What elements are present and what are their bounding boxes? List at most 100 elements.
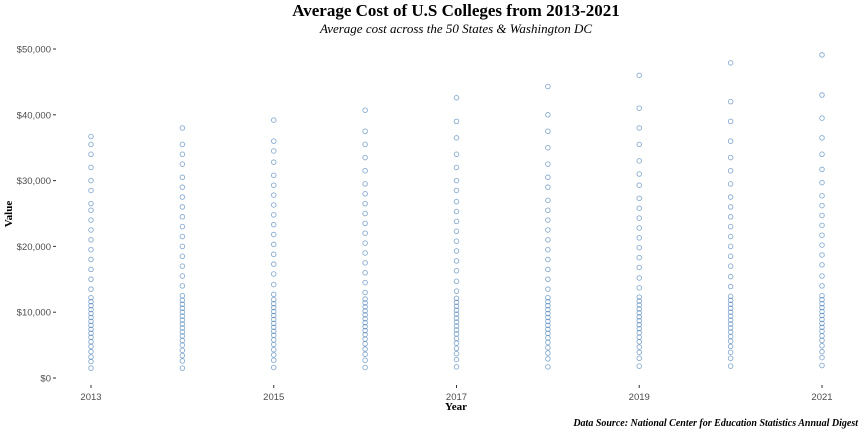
data-point bbox=[271, 138, 277, 144]
data-point bbox=[453, 135, 460, 141]
data-point bbox=[453, 278, 460, 285]
data-point bbox=[819, 308, 825, 315]
data-point bbox=[545, 335, 551, 341]
data-point bbox=[819, 115, 825, 121]
data-point bbox=[545, 237, 551, 243]
data-point bbox=[727, 154, 734, 161]
data-point bbox=[727, 363, 734, 369]
data-point bbox=[179, 309, 186, 315]
data-point bbox=[179, 125, 186, 131]
data-point bbox=[545, 294, 551, 301]
data-point bbox=[362, 316, 368, 322]
data-point bbox=[88, 266, 94, 273]
data-point bbox=[88, 298, 94, 305]
data-point bbox=[453, 187, 460, 194]
data-point bbox=[453, 335, 460, 342]
data-point bbox=[271, 364, 277, 371]
data-point bbox=[545, 314, 551, 321]
data-point bbox=[179, 141, 186, 148]
data-point bbox=[819, 212, 825, 219]
data-point bbox=[453, 177, 460, 184]
data-point bbox=[362, 128, 368, 134]
data-point bbox=[453, 307, 460, 313]
data-point bbox=[88, 330, 94, 337]
data-point bbox=[362, 323, 368, 330]
data-point bbox=[819, 52, 825, 58]
data-point bbox=[819, 337, 825, 344]
data-point bbox=[453, 288, 460, 294]
data-point bbox=[179, 283, 186, 289]
data-point bbox=[727, 167, 734, 174]
data-point bbox=[271, 300, 277, 307]
data-point bbox=[179, 325, 186, 331]
data-point bbox=[88, 164, 94, 171]
data-point bbox=[819, 151, 825, 158]
data-point bbox=[453, 248, 460, 254]
data-point bbox=[179, 233, 186, 240]
data-point bbox=[636, 325, 643, 332]
data-point bbox=[819, 328, 825, 335]
data-point bbox=[271, 271, 277, 277]
data-point bbox=[179, 204, 186, 210]
data-point bbox=[819, 242, 825, 248]
data-point bbox=[362, 220, 368, 227]
data-point bbox=[727, 355, 734, 362]
data-point bbox=[727, 349, 734, 356]
data-point bbox=[819, 324, 825, 331]
data-point bbox=[636, 344, 643, 350]
data-point bbox=[271, 261, 277, 267]
data-point bbox=[636, 141, 643, 148]
data-point bbox=[545, 318, 551, 325]
x-tick-label: 2013 bbox=[80, 392, 101, 403]
data-point bbox=[545, 286, 551, 292]
data-point bbox=[88, 141, 94, 148]
chart-title: Average Cost of U.S Colleges from 2013-2… bbox=[292, 1, 620, 20]
data-point bbox=[545, 174, 551, 181]
data-point bbox=[271, 192, 277, 198]
data-point bbox=[271, 341, 277, 348]
data-point bbox=[819, 222, 825, 229]
data-point bbox=[362, 240, 368, 246]
data-point bbox=[362, 289, 368, 296]
chart-subtitle: Average cost across the 50 States & Wash… bbox=[319, 21, 592, 36]
data-point bbox=[727, 233, 734, 240]
data-point bbox=[636, 314, 643, 320]
data-point bbox=[271, 324, 277, 331]
data-point bbox=[727, 273, 734, 280]
data-point bbox=[819, 316, 825, 323]
data-point bbox=[362, 296, 368, 302]
data-point bbox=[453, 331, 460, 337]
data-point bbox=[271, 312, 277, 319]
y-tick-label: $0 bbox=[40, 374, 51, 385]
y-tick-label: $20,000 bbox=[17, 242, 51, 253]
data-point bbox=[362, 300, 368, 306]
data-point bbox=[727, 333, 734, 340]
data-point bbox=[636, 294, 643, 300]
data-point bbox=[453, 228, 460, 235]
data-point bbox=[727, 253, 734, 260]
data-point bbox=[453, 345, 460, 352]
data-point bbox=[545, 356, 551, 362]
data-point bbox=[727, 305, 734, 312]
data-point bbox=[545, 161, 551, 167]
data-point bbox=[819, 166, 825, 173]
data-source-caption: Data Source: National Center for Educati… bbox=[572, 418, 859, 429]
data-point bbox=[545, 256, 551, 263]
data-point bbox=[271, 251, 277, 258]
data-point bbox=[727, 181, 734, 187]
y-tick-label: $30,000 bbox=[17, 176, 51, 187]
data-point bbox=[179, 184, 186, 190]
data-point bbox=[636, 182, 643, 188]
data-point bbox=[88, 318, 94, 325]
data-point bbox=[88, 343, 94, 350]
data-point bbox=[362, 230, 368, 236]
data-point bbox=[727, 243, 734, 250]
data-point bbox=[819, 179, 825, 186]
data-point bbox=[88, 334, 94, 340]
data-point bbox=[636, 264, 643, 271]
data-point bbox=[88, 339, 94, 345]
data-point bbox=[362, 304, 368, 310]
data-point bbox=[727, 194, 734, 200]
data-point bbox=[362, 341, 368, 347]
data-point bbox=[727, 309, 734, 315]
